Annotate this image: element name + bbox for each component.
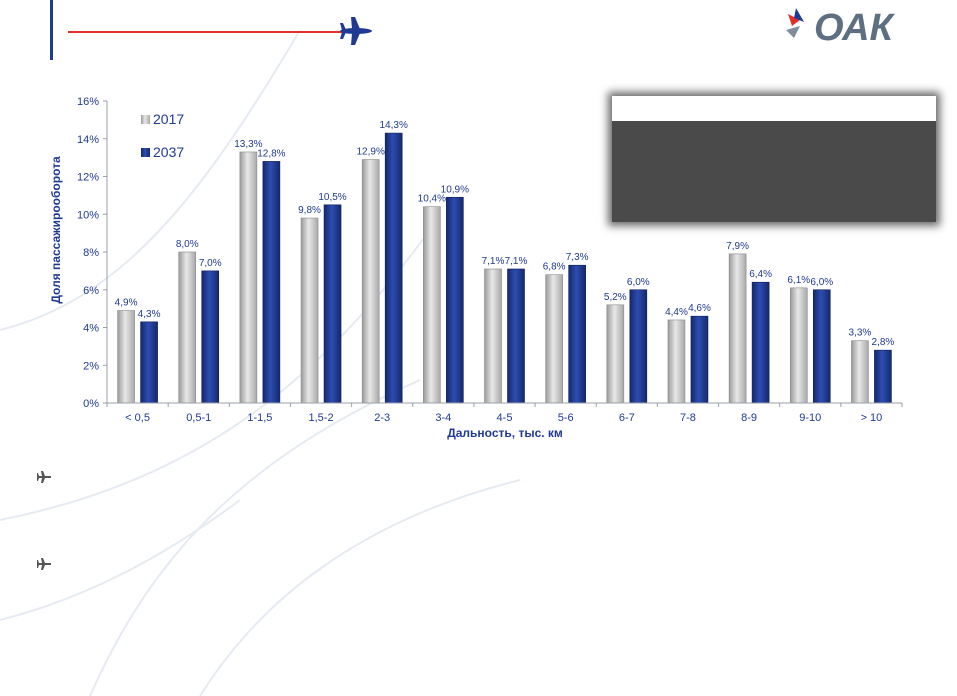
data-label-2017: 10,4% [418,194,446,205]
x-tick-label: 3-4 [435,412,451,424]
bar-2017 [545,274,563,404]
data-label-2017: 8,0% [176,239,199,250]
data-label-2017: 3,3% [849,328,872,339]
y-tick-label: 6% [83,285,99,297]
x-tick-label: 7-8 [680,412,696,424]
x-tick-label: 6-7 [619,412,635,424]
data-label-2037: 6,0% [810,277,833,288]
x-tick-label: 5-6 [558,412,574,424]
y-tick-label: 10% [77,209,99,221]
bar-2037 [384,132,403,404]
bar-2017 [117,310,135,404]
bar-2037 [507,268,525,404]
chart-legend: 2017 2037 [141,111,184,160]
header-red-line [68,31,348,33]
legend-label-2017: 2017 [153,111,184,127]
bar-2017 [423,206,441,404]
bar-2037 [751,281,770,404]
bar-2017 [851,340,869,404]
x-tick-label: 4-5 [497,412,513,424]
x-tick-label: 1,5-2 [308,412,333,424]
data-label-2017: 6,1% [787,275,810,286]
oak-logo: ОАК [786,7,896,46]
y-tick-label: 8% [83,247,99,259]
bar-2017 [239,151,258,404]
bar-2017 [178,251,197,404]
small-plane-icon [37,471,51,483]
legend-label-2037: 2037 [153,144,184,160]
data-label-2017: 7,9% [726,241,749,252]
y-tick-label: 2% [83,360,99,372]
bar-2037 [812,289,831,404]
bar-2017 [728,253,747,404]
bar-2037 [629,289,648,404]
x-tick-label: 1-1,5 [247,412,272,424]
data-label-2017: 4,9% [115,298,138,309]
y-tick-label: 16% [77,96,99,108]
data-label-2037: 2,8% [872,337,895,348]
data-label-2037: 6,4% [749,269,772,280]
bar-2017 [789,287,808,404]
bar-2017 [361,159,380,404]
data-label-2037: 7,3% [566,252,589,263]
bar-2037 [201,270,220,404]
x-tick-label: 0,5-1 [186,412,211,424]
y-axis-title: Доля пассажирооборота [49,156,63,304]
data-label-2017: 5,2% [604,292,627,303]
data-label-2037: 10,5% [318,192,346,203]
x-axis-title: Дальность, тыс. км [447,426,563,440]
y-tick-label: 12% [77,172,99,184]
x-tick-label: 9-10 [799,412,821,424]
y-tick-label: 14% [77,134,99,146]
bar-2037 [262,161,281,404]
dark-panel [612,96,936,222]
data-label-2017: 9,8% [298,205,321,216]
header-accent-bar [50,0,53,60]
small-plane-icon [37,558,51,570]
data-label-2017: 12,9% [357,147,385,158]
data-label-2037: 14,3% [380,120,408,131]
legend-swatch-2037 [141,148,150,157]
data-label-2017: 7,1% [482,256,505,267]
data-label-2037: 10,9% [441,184,469,195]
data-label-2037: 4,3% [138,309,161,320]
bar-2017 [300,217,319,404]
x-tick-label: > 10 [861,412,883,424]
bar-2037 [690,315,709,404]
dark-panel-header-strip [612,96,936,121]
logo-text: ОАК [814,7,896,46]
data-label-2037: 12,8% [257,148,285,159]
bar-2037 [140,321,158,404]
x-tick-label: < 0,5 [125,412,150,424]
data-label-2017: 6,8% [543,262,566,273]
bar-2037 [874,349,892,404]
x-tick-label: 2-3 [374,412,390,424]
data-label-2037: 4,6% [688,303,711,314]
airplane-icon [340,17,372,45]
y-tick-label: 0% [83,398,99,410]
legend-swatch-2017 [141,115,150,124]
bar-2017 [606,304,625,404]
bar-2037 [323,204,342,404]
data-label-2037: 7,0% [199,258,222,269]
data-label-2037: 7,1% [505,256,528,267]
bar-2037 [568,264,586,404]
x-tick-label: 8-9 [741,412,757,424]
data-label-2037: 6,0% [627,277,650,288]
bar-2017 [667,319,686,404]
bar-2017 [484,268,502,404]
y-tick-label: 4% [83,323,99,335]
bar-2037 [446,196,464,404]
data-label-2017: 13,3% [234,139,262,150]
data-label-2017: 4,4% [665,307,688,318]
